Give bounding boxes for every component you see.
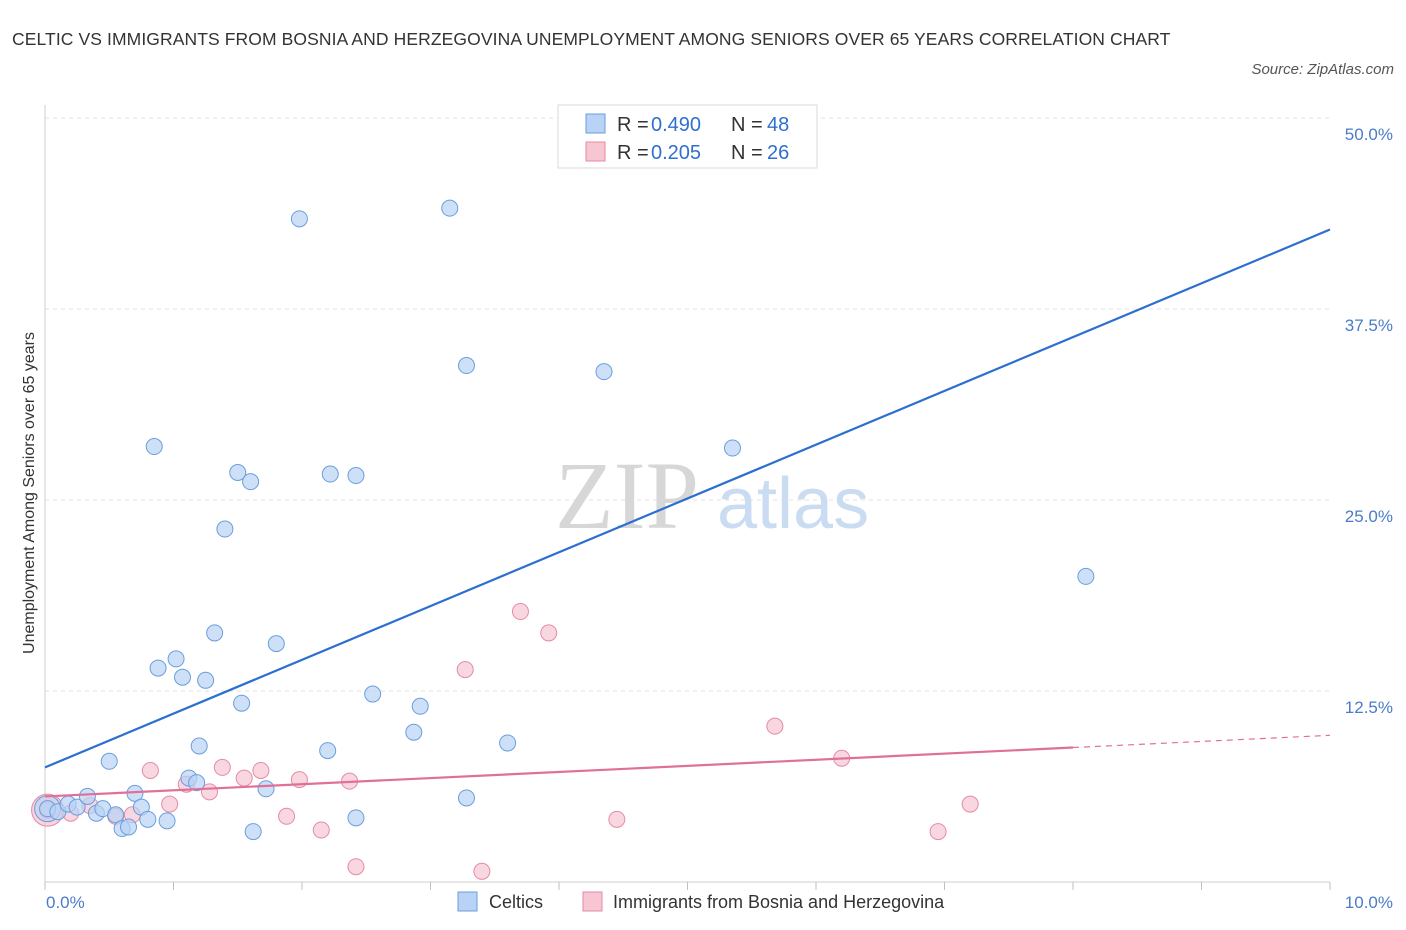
axes <box>44 105 1331 890</box>
immigrants-point-21 <box>608 810 626 828</box>
immigrants-point-5 <box>141 761 159 779</box>
legend-swatch-immigrants <box>585 141 606 162</box>
series-legend: Celtics Immigrants from Bosnia and Herze… <box>457 891 945 912</box>
celtics-point-39 <box>441 199 459 217</box>
celtics-point-15 <box>149 659 167 677</box>
celtics-point-32 <box>319 742 337 760</box>
celtics-point-8 <box>107 806 125 824</box>
legend-n-value-2: 26 <box>767 142 789 164</box>
bottom-legend-immigrants: Immigrants from Bosnia and Herzegovina <box>613 892 945 912</box>
watermark-atlas: atlas <box>717 464 869 544</box>
celtics-point-16 <box>158 812 176 830</box>
celtics-point-3 <box>68 798 86 816</box>
immigrants-trend-line <box>44 746 1074 798</box>
celtics-point-30 <box>267 635 285 653</box>
legend-n-label-1: N = <box>731 114 763 136</box>
chart-title: CELTIC VS IMMIGRANTS FROM BOSNIA AND HER… <box>12 29 1171 49</box>
immigrants-point-10 <box>235 769 253 787</box>
stats-legend: R = 0.490 N = 48 R = 0.205 N = 26 <box>557 104 818 169</box>
celtics-point-14 <box>145 438 163 456</box>
immigrants-point-9 <box>213 758 231 776</box>
celtics-point-45 <box>1077 567 1095 585</box>
y-tick-label-3: 50.0% <box>1345 125 1393 144</box>
chart-source: Source: ZipAtlas.com <box>1251 61 1394 78</box>
celtics-point-43 <box>595 363 613 381</box>
legend-r-label-2: R = <box>617 142 649 164</box>
immigrants-point-19 <box>511 603 529 621</box>
y-axis-label: Unemployment Among Seniors over 65 years <box>21 332 38 654</box>
celtics-point-42 <box>499 734 517 752</box>
celtics-point-40 <box>457 789 475 807</box>
legend-swatch-celtics <box>585 113 606 134</box>
celtics-point-26 <box>233 694 251 712</box>
watermark: ZIP atlas <box>555 442 869 549</box>
immigrants-point-22 <box>766 717 784 735</box>
celtics-point-37 <box>405 723 423 741</box>
y-tick-label-0: 12.5% <box>1345 698 1393 717</box>
series-celtics-points <box>34 199 1095 841</box>
celtics-point-20 <box>188 774 206 792</box>
x-tick-label-0: 0.0% <box>46 893 85 912</box>
celtics-point-24 <box>216 520 234 538</box>
bottom-legend-swatch-celtics <box>457 891 478 912</box>
celtics-point-13 <box>139 810 157 828</box>
celtics-point-27 <box>242 473 260 491</box>
celtics-point-28 <box>244 823 262 841</box>
celtics-point-31 <box>290 210 308 228</box>
celtics-trend-line <box>44 228 1331 769</box>
immigrants-point-16 <box>347 858 365 876</box>
legend-r-value-1: 0.490 <box>651 114 701 136</box>
y-tick-label-2: 37.5% <box>1345 316 1393 335</box>
immigrants-point-6 <box>161 795 179 813</box>
y-tick-label-1: 25.0% <box>1345 507 1393 526</box>
celtics-point-34 <box>347 467 365 485</box>
celtics-point-41 <box>457 357 475 375</box>
legend-n-label-2: N = <box>731 142 763 164</box>
immigrants-point-12 <box>278 807 296 825</box>
x-tick-label-1: 10.0% <box>1345 893 1393 912</box>
celtics-point-25 <box>229 463 247 481</box>
celtics-point-23 <box>206 624 224 642</box>
celtics-point-35 <box>347 809 365 827</box>
bottom-legend-celtics: Celtics <box>489 892 543 912</box>
celtics-point-22 <box>197 671 215 689</box>
celtics-point-18 <box>173 668 191 686</box>
celtics-point-36 <box>364 685 382 703</box>
celtics-point-7 <box>100 752 118 770</box>
celtics-point-21 <box>190 737 208 755</box>
celtics-point-44 <box>723 439 741 457</box>
immigrants-point-25 <box>961 795 979 813</box>
gridlines <box>45 117 1330 692</box>
legend-r-label-1: R = <box>617 114 649 136</box>
immigrants-point-11 <box>252 761 270 779</box>
immigrants-trend-extension <box>1072 734 1331 749</box>
celtics-point-10 <box>120 818 138 836</box>
bottom-legend-swatch-immigrants <box>582 891 603 912</box>
trend-lines <box>44 228 1331 798</box>
celtics-point-33 <box>321 465 339 483</box>
tick-labels: 12.5% 25.0% 37.5% 50.0% 0.0% 10.0% <box>46 125 1393 912</box>
celtics-point-38 <box>411 697 429 715</box>
celtics-point-29 <box>257 780 275 798</box>
immigrants-point-20 <box>540 624 558 642</box>
celtics-point-4 <box>78 787 96 805</box>
immigrants-point-17 <box>456 661 474 679</box>
immigrants-point-18 <box>473 862 491 880</box>
immigrants-point-14 <box>312 821 330 839</box>
immigrants-point-24 <box>929 823 947 841</box>
legend-n-value-1: 48 <box>767 114 789 136</box>
legend-r-value-2: 0.205 <box>651 142 701 164</box>
watermark-zip: ZIP <box>555 442 699 549</box>
celtics-point-17 <box>167 650 185 668</box>
